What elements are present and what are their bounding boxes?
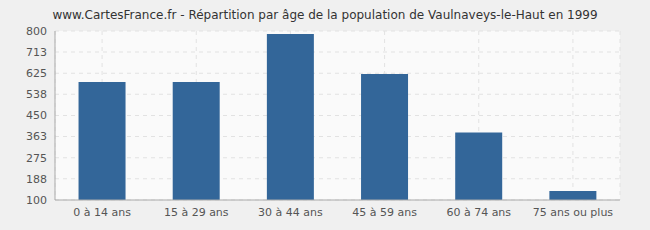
svg-text:800: 800: [26, 25, 47, 38]
svg-text:100: 100: [26, 194, 47, 207]
svg-text:713: 713: [26, 46, 47, 59]
svg-text:60 à 74 ans: 60 à 74 ans: [446, 206, 511, 219]
svg-text:625: 625: [26, 67, 47, 80]
html-text:www.CartesFrance.fr - Répartit: www.CartesFrance.fr - Répartition par âg…: [52, 8, 598, 22]
svg-text:363: 363: [26, 130, 47, 143]
svg-text:0 à 14 ans: 0 à 14 ans: [73, 206, 131, 219]
svg-text:450: 450: [26, 109, 47, 122]
svg-text:30 à 44 ans: 30 à 44 ans: [258, 206, 323, 219]
svg-text:45 à 59 ans: 45 à 59 ans: [352, 206, 417, 219]
svg-text:275: 275: [26, 152, 47, 165]
svg-text:75 ans ou plus: 75 ans ou plus: [533, 206, 614, 219]
svg-text:538: 538: [26, 88, 47, 101]
svg-text:15 à 29 ans: 15 à 29 ans: [164, 206, 229, 219]
svg-text:188: 188: [26, 173, 47, 186]
